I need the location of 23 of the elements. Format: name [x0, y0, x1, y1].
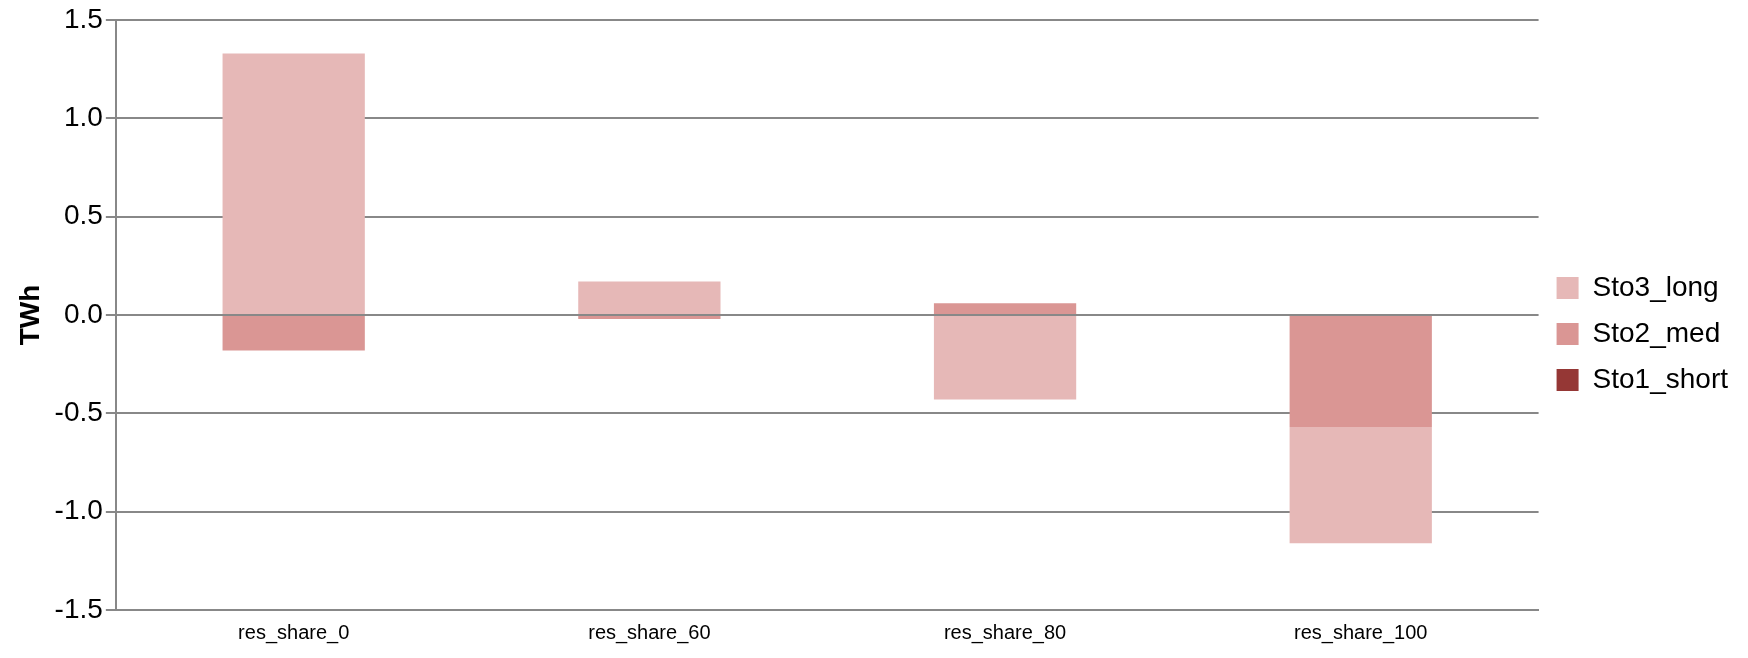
y-tick-label: -1.0 — [54, 494, 103, 526]
x-tick-label: res_share_0 — [238, 620, 350, 644]
y-axis-title: TWh — [13, 284, 45, 346]
bar — [933, 316, 1077, 400]
y-tick-label: 1.5 — [63, 2, 103, 34]
legend-label: Sto3_long — [1592, 270, 1719, 302]
y-tick-label: -0.5 — [54, 396, 103, 428]
bar — [1289, 316, 1432, 428]
bar — [222, 316, 365, 351]
bar — [578, 281, 721, 314]
legend-label: Sto2_med — [1592, 316, 1721, 348]
x-tick-label: res_share_100 — [1294, 620, 1428, 644]
bar — [1289, 427, 1432, 544]
y-tick-label: 0.0 — [63, 297, 103, 329]
y-tick-label: 0.5 — [63, 199, 103, 231]
y-tick-label: -1.5 — [54, 592, 103, 624]
legend-label: Sto1_short — [1592, 362, 1729, 394]
y-tick-label: 1.0 — [63, 101, 103, 133]
bar — [578, 316, 721, 319]
bar — [933, 303, 1077, 314]
bar — [222, 53, 365, 314]
x-tick-label: res_share_60 — [588, 620, 711, 644]
x-tick-label: res_share_80 — [943, 620, 1067, 644]
